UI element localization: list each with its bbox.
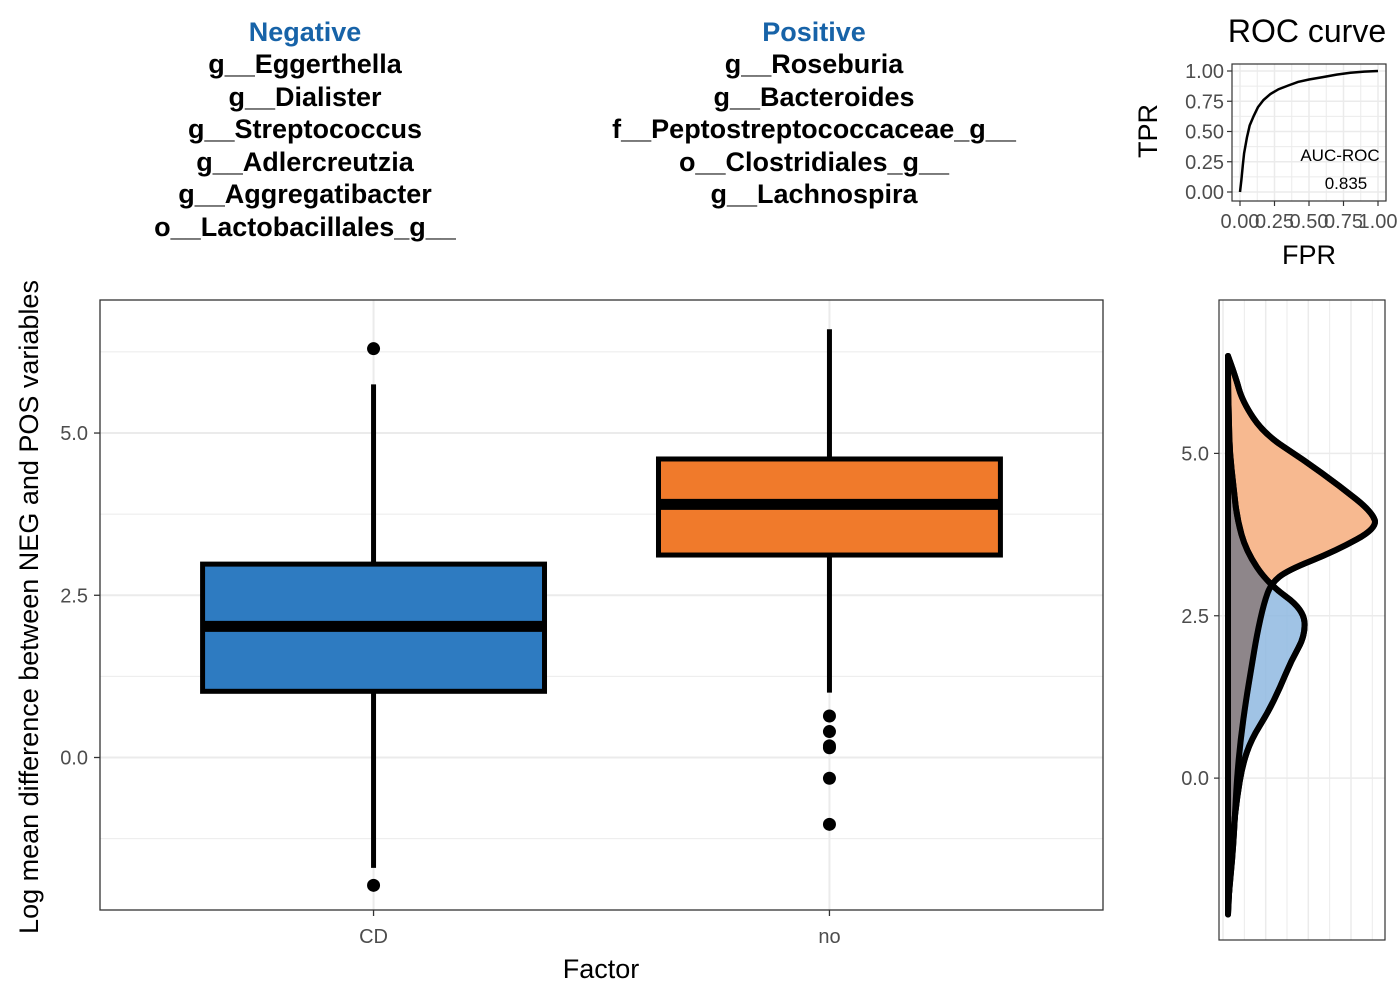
negative-taxon: g__Eggerthella xyxy=(208,49,403,79)
positive-taxon: g__Bacteroides xyxy=(713,82,914,112)
roc-y-axis-title: TPR xyxy=(1133,104,1163,158)
box-outlier-point xyxy=(367,342,381,356)
boxplot-y-tick-label: 0.0 xyxy=(60,748,88,770)
negative-taxa-list: g__Eggerthella g__Dialister g__Streptoco… xyxy=(154,49,457,242)
boxplot-x-axis-title: Factor xyxy=(563,954,640,984)
density-y-tick-label: 2.5 xyxy=(1181,606,1209,628)
density-y-tick-label: 0.0 xyxy=(1181,768,1209,790)
roc-y-tick-label: 0.25 xyxy=(1185,152,1224,174)
roc-x-tick-label: 0.25 xyxy=(1255,211,1294,233)
positive-taxon: o__Clostridiales_g__ xyxy=(679,147,950,177)
box-outlier-point xyxy=(822,817,836,831)
roc-x-tick-label: 1.00 xyxy=(1359,211,1398,233)
roc-y-ticks: 0.00 0.25 0.50 0.75 1.00 xyxy=(1185,61,1232,204)
roc-curve-line xyxy=(1238,69,1379,193)
box-outlier-point xyxy=(822,725,836,739)
negative-taxon: g__Dialister xyxy=(228,82,382,112)
boxplot-x-ticks: CD no xyxy=(359,910,841,948)
roc-x-tick-label: 0.50 xyxy=(1290,211,1329,233)
positive-taxon: f__Peptostreptococcaceae_g__ xyxy=(612,114,1017,144)
boxplot-x-tick-label: no xyxy=(818,926,840,948)
boxplot-marks xyxy=(200,329,1003,892)
boxplot-y-tick-label: 5.0 xyxy=(60,423,88,445)
negative-taxon: g__Aggregatibacter xyxy=(178,179,432,209)
boxplot-panel: 0.0 2.5 5.0 CD no Factor Log mean differenc… xyxy=(14,280,1104,984)
negative-taxon: g__Adlercreutzia xyxy=(196,147,415,177)
positive-taxon: g__Lachnospira xyxy=(710,179,918,209)
density-y-tick-label: 5.0 xyxy=(1181,443,1209,465)
negative-taxon: o__Lactobacillales_g__ xyxy=(154,212,457,242)
roc-y-tick-label: 0.00 xyxy=(1185,182,1224,204)
roc-x-ticks: 0.000.250.500.751.00 xyxy=(1221,201,1398,233)
negative-taxon: g__Streptococcus xyxy=(188,114,422,144)
positive-taxa-list: g__Roseburia g__Bacteroides f__Peptostre… xyxy=(612,49,1017,209)
roc-grid xyxy=(1232,64,1386,201)
negative-heading: Negative xyxy=(249,17,362,47)
roc-x-tick-label: 0.75 xyxy=(1324,211,1363,233)
positive-taxon: g__Roseburia xyxy=(725,49,905,79)
box-outlier-point xyxy=(822,741,836,755)
auc-label: AUC-ROC xyxy=(1300,146,1379,165)
roc-y-tick-label: 0.75 xyxy=(1185,91,1224,113)
density-marks xyxy=(1225,353,1378,918)
density-panel: 0.0 2.5 5.0 xyxy=(1181,299,1386,941)
boxplot-border xyxy=(99,299,1104,911)
box-outlier-point xyxy=(822,709,836,723)
roc-title: ROC curve xyxy=(1228,13,1386,49)
roc-x-axis-title: FPR xyxy=(1282,240,1336,270)
density-border xyxy=(1218,299,1386,941)
density-y-ticks: 0.0 2.5 5.0 xyxy=(1181,443,1219,790)
roc-panel: ROC curve AUC-ROC 0.835 0.000.250.500.75… xyxy=(1133,13,1397,270)
boxplot-y-axis-title: Log mean difference between NEG and POS … xyxy=(14,280,44,934)
boxplot-y-tick-label: 2.5 xyxy=(60,585,88,607)
boxplot-y-ticks: 0.0 2.5 5.0 xyxy=(60,423,100,770)
positive-heading: Positive xyxy=(762,17,866,47)
roc-y-tick-label: 0.50 xyxy=(1185,122,1224,144)
boxplot-x-tick-label: CD xyxy=(359,926,388,948)
density-outline-cd xyxy=(1225,353,1308,918)
box-outlier-point xyxy=(822,771,836,785)
roc-x-tick-label: 0.00 xyxy=(1221,211,1260,233)
auc-value: 0.835 xyxy=(1325,174,1368,193)
box-outlier-point xyxy=(367,878,381,892)
roc-y-tick-label: 1.00 xyxy=(1185,61,1224,83)
